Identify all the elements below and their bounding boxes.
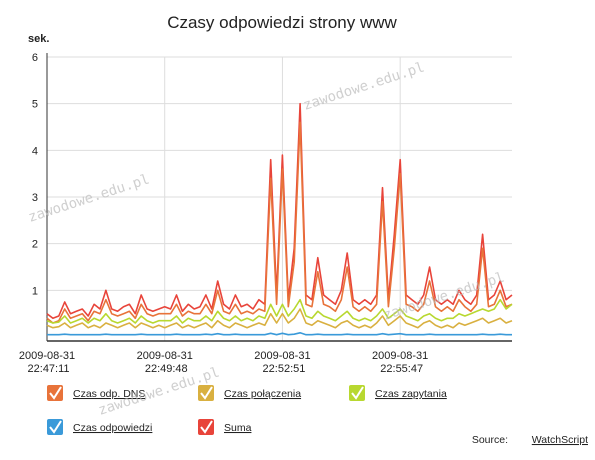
legend-check xyxy=(49,420,62,434)
legend-label[interactable]: Czas odp. DNS xyxy=(73,388,145,400)
y-tick-label: 2 xyxy=(32,239,38,251)
legend-check xyxy=(49,386,62,400)
y-tick-label: 6 xyxy=(32,52,38,64)
legend-check xyxy=(200,386,213,400)
legend-label[interactable]: Czas połączenia xyxy=(224,388,301,400)
y-tick-label: 4 xyxy=(32,145,38,157)
legend-check xyxy=(200,420,213,434)
legend-item[interactable]: Suma xyxy=(198,419,252,435)
series-line xyxy=(46,308,513,329)
legend-item[interactable]: Czas odpowiedzi xyxy=(47,419,152,435)
chart-title: Czasy odpowiedzi strony www xyxy=(167,13,397,32)
x-tick-label: 2009-08-31 22:47:11 xyxy=(19,350,75,375)
series-line xyxy=(46,298,513,324)
y-tick-label: 3 xyxy=(32,192,38,204)
legend-label[interactable]: Suma xyxy=(224,422,252,434)
x-tick-label: 2009-08-31 22:49:48 xyxy=(137,350,193,375)
legend-label[interactable]: Czas zapytania xyxy=(375,388,447,400)
x-tick-label: 2009-08-31 22:52:51 xyxy=(254,350,310,375)
series-line xyxy=(47,332,512,336)
legend-item[interactable]: Czas zapytania xyxy=(349,385,447,401)
series-line xyxy=(46,121,513,324)
legend-check xyxy=(351,386,364,400)
y-tick-label: 5 xyxy=(32,99,38,111)
y-tick-label: 1 xyxy=(32,285,38,297)
legend-item[interactable]: Czas odp. DNS xyxy=(47,385,145,401)
x-tick-label: 2009-08-31 22:55:47 xyxy=(372,350,428,375)
legend-item[interactable]: Czas połączenia xyxy=(198,385,301,401)
legend-label[interactable]: Czas odpowiedzi xyxy=(73,422,152,434)
source-link[interactable]: WatchScript xyxy=(532,434,588,446)
source-label: Source: xyxy=(472,434,508,446)
y-axis-label: sek. xyxy=(28,33,49,45)
